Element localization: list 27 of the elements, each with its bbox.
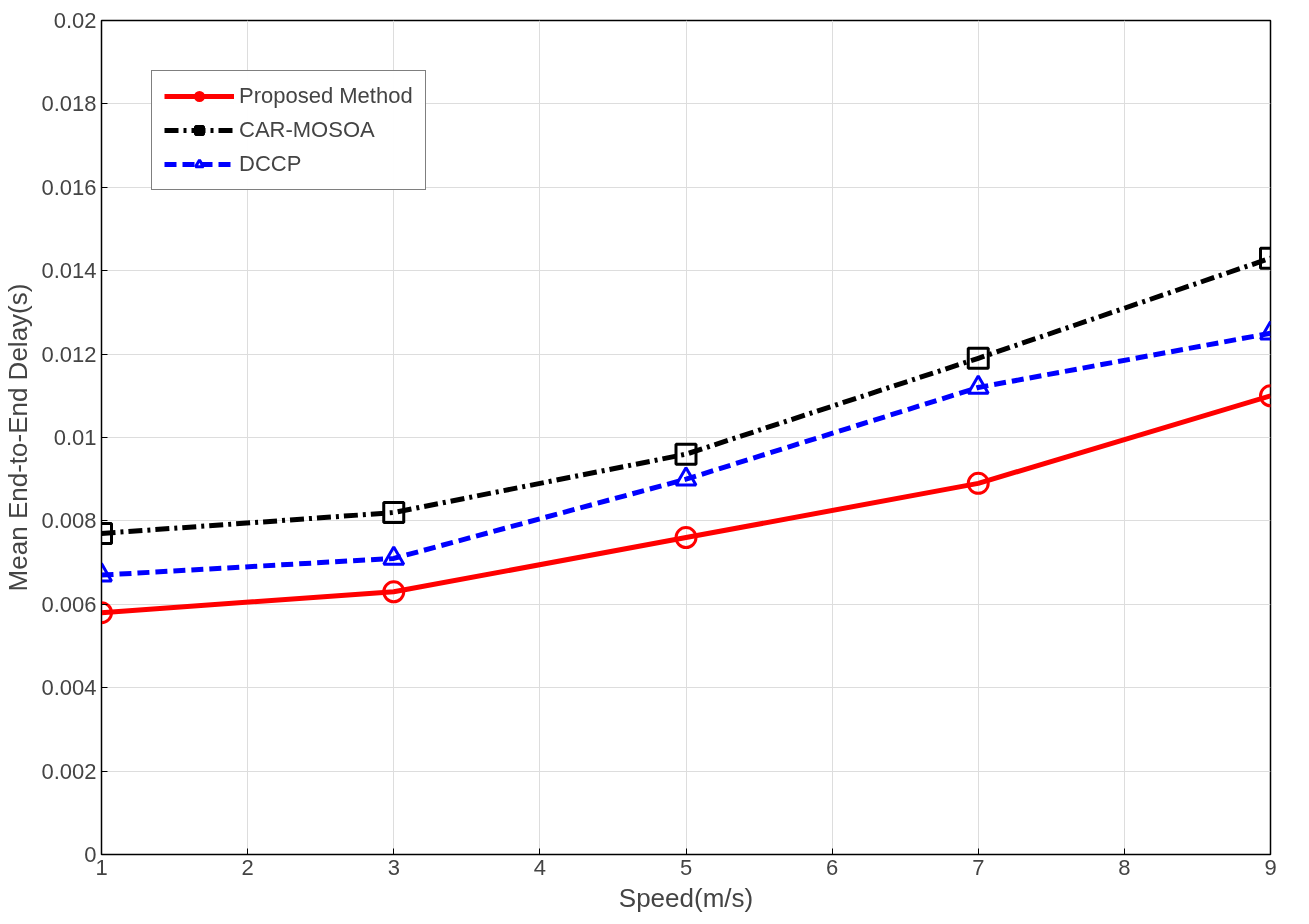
y-axis-title: Mean End-to-End Delay(s): [3, 283, 34, 592]
y-tick-label: 0.01: [53, 425, 97, 450]
y-tick-label: 0.016: [41, 174, 97, 200]
y-tick-label: 0.002: [41, 758, 97, 784]
x-axis-title: Speed(m/s): [618, 882, 754, 913]
x-tick-label: 9: [1264, 854, 1277, 880]
legend-label: CAR-MOSOA: [239, 117, 375, 143]
point: [674, 442, 698, 466]
y-tick-label: 0.008: [41, 508, 97, 534]
y-tick-label: 0: [84, 842, 97, 867]
x-tick-label: 6: [826, 854, 839, 880]
y-tick-label: 0.014: [41, 258, 97, 284]
y-tick-label: 0.006: [41, 591, 97, 617]
legend-label: Proposed Method: [239, 83, 413, 109]
y-tick-label: 0.012: [41, 341, 97, 367]
x-tick-label: 8: [1118, 854, 1131, 880]
legend-label: DCCP: [239, 151, 302, 177]
x-tick-label: 7: [972, 854, 985, 880]
x-tick-label: 2: [241, 854, 254, 880]
x-tick-label: 3: [387, 854, 400, 880]
point: [674, 526, 698, 550]
x-tick-label: 4: [533, 854, 547, 880]
y-tick-label: 0.02: [53, 8, 97, 33]
x-tick-label: 1: [95, 854, 108, 880]
y-tick-label: 0.018: [41, 91, 97, 117]
y-tick-label: 0.004: [41, 675, 97, 701]
x-tick-label: 5: [679, 854, 693, 880]
